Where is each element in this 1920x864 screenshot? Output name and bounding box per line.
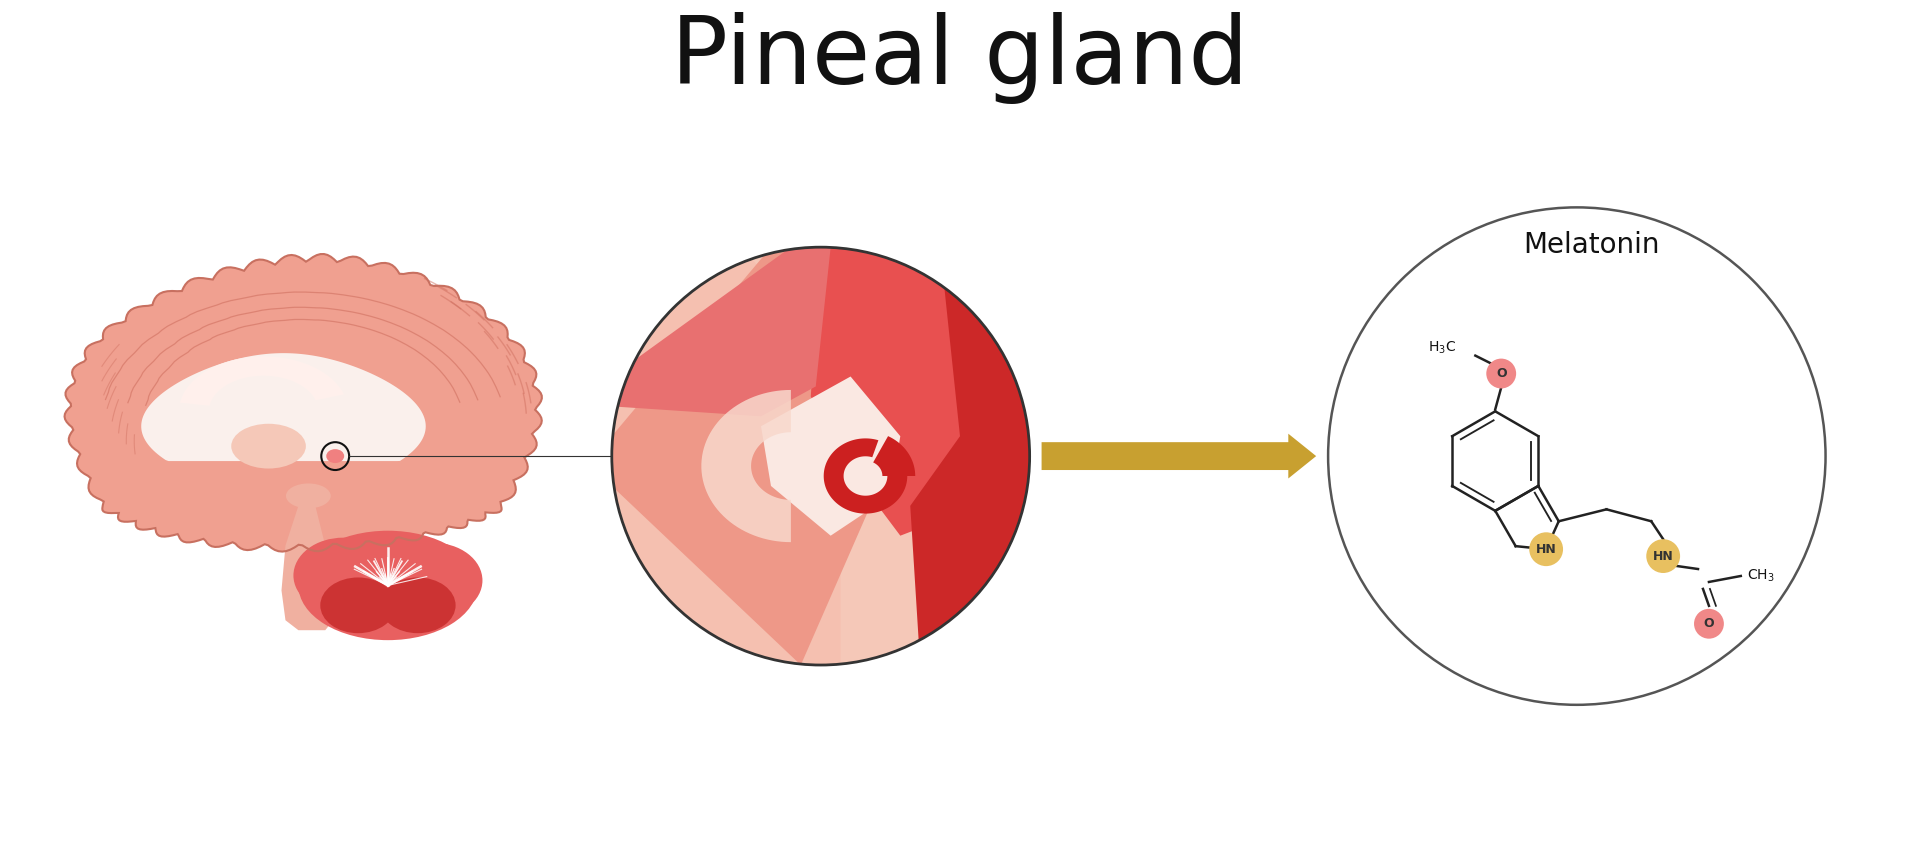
Ellipse shape: [286, 484, 330, 508]
Polygon shape: [760, 377, 900, 536]
Polygon shape: [701, 390, 791, 542]
Circle shape: [612, 247, 1029, 665]
Polygon shape: [612, 247, 920, 665]
Text: CH$_3$: CH$_3$: [1747, 568, 1774, 584]
Circle shape: [1329, 207, 1826, 705]
Circle shape: [1693, 609, 1724, 638]
Polygon shape: [612, 247, 841, 665]
Polygon shape: [180, 356, 344, 406]
Ellipse shape: [326, 449, 344, 463]
Ellipse shape: [382, 543, 482, 619]
Ellipse shape: [321, 577, 396, 633]
Text: HN: HN: [1653, 550, 1674, 562]
Text: Pineal gland: Pineal gland: [672, 12, 1248, 105]
FancyArrow shape: [1041, 434, 1317, 479]
Text: HN: HN: [1536, 543, 1557, 556]
Ellipse shape: [298, 530, 478, 640]
Ellipse shape: [294, 537, 394, 613]
Circle shape: [1528, 532, 1563, 566]
Text: H$_3$C: H$_3$C: [1428, 340, 1457, 356]
Polygon shape: [810, 247, 1029, 536]
Text: Melatonin: Melatonin: [1523, 232, 1661, 259]
Ellipse shape: [230, 423, 305, 468]
Polygon shape: [65, 254, 541, 551]
Circle shape: [1486, 359, 1517, 389]
Polygon shape: [612, 247, 831, 416]
Ellipse shape: [380, 577, 455, 633]
Text: O: O: [1703, 617, 1715, 630]
Polygon shape: [910, 247, 1029, 665]
Polygon shape: [142, 353, 426, 461]
Polygon shape: [824, 436, 916, 513]
Text: O: O: [1496, 367, 1507, 380]
Polygon shape: [282, 505, 334, 630]
Circle shape: [1645, 539, 1680, 573]
Ellipse shape: [334, 536, 444, 615]
